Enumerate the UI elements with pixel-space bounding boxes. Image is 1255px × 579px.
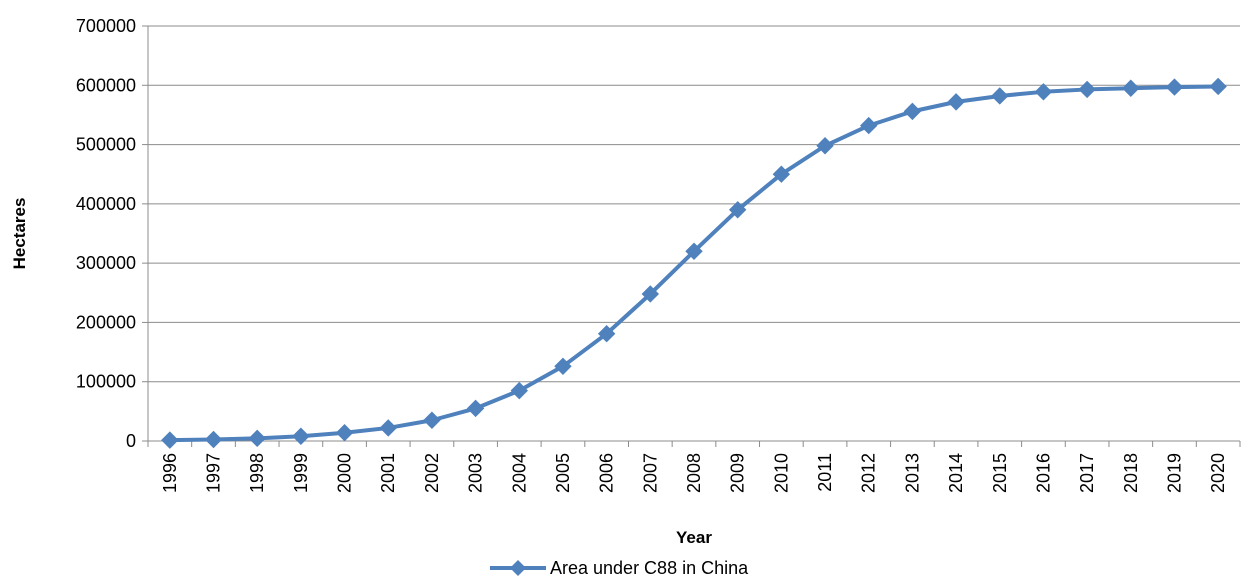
y-tick-label: 200000 xyxy=(76,312,136,332)
x-tick-label: 2003 xyxy=(466,453,486,493)
x-tick-label: 2000 xyxy=(335,453,355,493)
gridlines xyxy=(148,25,1240,383)
data-point xyxy=(1209,77,1227,96)
data-point xyxy=(860,116,878,135)
x-tick-label: 2001 xyxy=(378,453,398,493)
x-tick-label: 1996 xyxy=(160,453,180,493)
y-tick-label: 500000 xyxy=(76,135,136,155)
y-tick-label: 300000 xyxy=(76,253,136,273)
x-tick-label: 1999 xyxy=(291,453,311,493)
x-tick-label: 1997 xyxy=(204,453,224,493)
y-tick-label: 600000 xyxy=(76,75,136,95)
legend: Area under C88 in China xyxy=(490,558,749,578)
x-tick-label: 2013 xyxy=(902,453,922,493)
data-point xyxy=(423,411,441,429)
data-point xyxy=(1078,80,1096,99)
data-point xyxy=(335,423,354,442)
y-axis-ticks: 0 100000 200000 300000 400000 500000 600000 700… xyxy=(76,16,136,451)
legend-label: Area under C88 in China xyxy=(550,558,749,578)
data-point xyxy=(597,324,616,343)
data-point xyxy=(903,102,922,121)
data-point xyxy=(204,430,223,449)
x-tick-label: 2019 xyxy=(1164,453,1184,493)
data-point xyxy=(641,285,660,303)
data-point xyxy=(1034,83,1053,101)
data-point xyxy=(947,93,965,111)
x-tick-label: 2015 xyxy=(990,453,1010,493)
x-tick-label: 2012 xyxy=(859,453,879,493)
x-tick-label: 2017 xyxy=(1077,453,1097,493)
x-tick-label: 1998 xyxy=(247,453,267,493)
series-group xyxy=(161,77,1227,449)
y-tick-label: 0 xyxy=(126,431,136,451)
x-tick-label: 2007 xyxy=(640,453,660,493)
legend-marker xyxy=(510,560,526,576)
data-point xyxy=(816,137,834,155)
x-tick-label: 2008 xyxy=(684,453,704,493)
y-tick-label: 400000 xyxy=(76,194,136,214)
y-tick-label: 100000 xyxy=(76,372,136,392)
data-point xyxy=(1165,78,1184,96)
data-point xyxy=(772,165,791,183)
x-axis-ticks: 1996 1997 1998 1999 2000 2001 2002 2003 2004 2005… xyxy=(160,453,1228,493)
x-tick-label: 2010 xyxy=(771,453,791,493)
data-point xyxy=(728,201,747,219)
data-point xyxy=(292,427,310,445)
x-axis xyxy=(142,25,1241,447)
data-point xyxy=(1122,79,1140,97)
x-tick-label: 2014 xyxy=(946,453,966,493)
x-tick-label: 2011 xyxy=(815,453,835,492)
data-point xyxy=(685,242,703,260)
x-tick-label: 2006 xyxy=(597,453,617,493)
y-tick-label: 700000 xyxy=(76,16,136,36)
data-point xyxy=(510,381,528,400)
x-axis-label: Year xyxy=(676,528,712,547)
data-point xyxy=(379,419,397,437)
data-point xyxy=(554,357,572,376)
x-tick-label: 2020 xyxy=(1208,453,1228,493)
x-tick-label: 2005 xyxy=(553,453,573,493)
x-tick-label: 2004 xyxy=(509,453,529,493)
x-tick-label: 2009 xyxy=(728,453,748,493)
x-tick-label: 2002 xyxy=(422,453,442,493)
x-tick-label: 2018 xyxy=(1121,453,1141,493)
data-point xyxy=(466,399,485,418)
data-point xyxy=(991,87,1009,105)
data-point xyxy=(248,429,266,448)
y-axis-label: Hectares xyxy=(10,198,29,270)
data-point xyxy=(161,431,179,449)
x-tick-label: 2016 xyxy=(1033,453,1053,493)
